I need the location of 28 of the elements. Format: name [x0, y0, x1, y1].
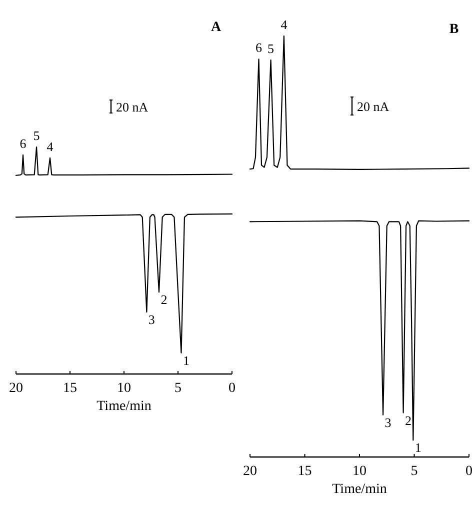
annotation: 3 — [148, 312, 155, 328]
x-tick-label: 0 — [228, 381, 236, 396]
x-tick-label: 10 — [117, 381, 131, 396]
x-tick-label: 15 — [63, 381, 77, 396]
annotation: 2 — [405, 412, 412, 428]
x-axis-title: Time/min — [332, 482, 387, 497]
x-tick-label: 5 — [174, 381, 182, 396]
annotation: 4 — [46, 138, 54, 154]
text: 20 nA — [116, 100, 149, 114]
chart-title: A — [210, 20, 222, 35]
x-tick-label: 5 — [410, 464, 418, 479]
annotation: 2 — [160, 292, 168, 308]
x-tick-label: 0 — [466, 464, 472, 479]
annotation: 20 nA — [357, 99, 390, 114]
annotation: 6 — [20, 136, 27, 151]
x-tick-label: 10 — [352, 464, 366, 479]
annotation: 3 — [384, 414, 392, 430]
x-tick-label: 15 — [298, 464, 312, 479]
x-axis-title: Time/min — [96, 399, 152, 414]
annotation: 1 — [182, 352, 190, 368]
annotation: 1 — [414, 440, 422, 456]
annotation: 5 — [33, 128, 40, 143]
chart-title: B — [449, 22, 459, 37]
x-tick-label: 20 — [9, 381, 23, 396]
annotation: 4 — [280, 17, 288, 32]
annotation: 5 — [268, 40, 274, 56]
x-tick-label: 20 — [243, 464, 257, 479]
annotation: 6 — [256, 40, 263, 56]
